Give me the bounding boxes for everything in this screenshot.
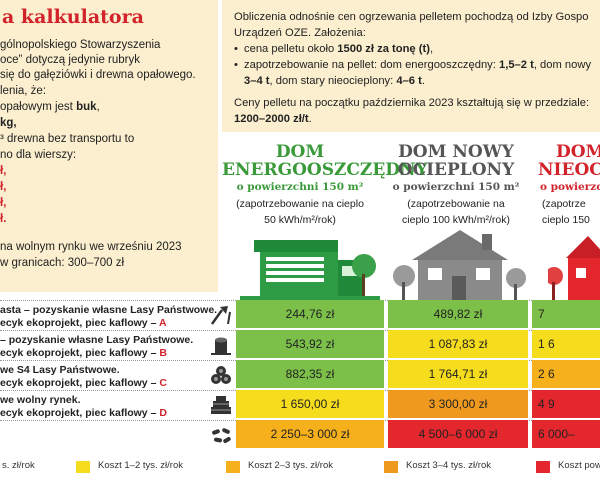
house-header-area: o powierzchni 150 m² [392,181,520,193]
house-header-note: (zapotrzebowanie na cieplo 50 kWh/m²/rok) [236,198,364,226]
info-line: w granicach: 300–700 zł [0,257,125,269]
info-line: lenia, że: [0,85,47,97]
pellet-note-bullet-cont: 3–4 t, dom stary nieocieplony: 4–6 t. [244,75,425,87]
cost-cell: 1 087,83 zł [388,330,528,358]
energy-efficient-house-icon [240,240,380,300]
legend-swatch [226,461,240,473]
info-line: opałowym jest buk, [0,101,100,113]
pellet-icon [212,428,231,443]
cost-cell: 4 9 [532,390,600,418]
info-line: ł, [0,181,7,193]
pellet-note-line: Urządzeń OZE. Założenia: [234,27,366,39]
house-header-note: (zapotrzebowanie na cieplo 100 kWh/m²/rok… [402,198,510,226]
cost-cell: 4 500–6 000 zł [388,420,528,448]
legend-swatch [384,461,398,473]
info-line: się do gałęziówki i drewna opałowego. [0,69,196,81]
axe-icon [210,306,231,325]
legend-swatch [536,461,550,473]
fuel-row-label: we S4 Lasy Państwowe. ecyk ekoprojekt, pi… [0,364,167,389]
cost-cell: 244,76 zł [236,300,384,328]
pellet-note-bullet: • zapotrzebowanie na pellet: dom energoos… [234,59,592,71]
old-uninsulated-house-icon [548,236,600,300]
info-line: kg, [0,117,17,129]
info-line: gólnopolskiego Stowarzyszenia [0,39,161,51]
info-line: ł, [0,197,7,209]
house-header-note: (zapotrze cieplo 150 [542,198,590,226]
house-header-title: DOM ENERGOOSZCZĘDNY [222,142,428,180]
fuel-row-label: asta – pozyskanie własne Lasy Państwowe.… [0,304,218,329]
cost-cell: 6 000– [532,420,600,448]
info-box-right: Obliczenia odnośnie cen ogrzewania pelle… [222,0,600,132]
pellet-note-line: Obliczenia odnośnie cen ogrzewania pelle… [234,11,589,23]
stump-icon [211,337,231,355]
info-box-left: a kalkulatora gólnopolskiego Stowarzysze… [0,0,218,292]
cost-cell: 1 650,00 zł [236,390,384,418]
woodpile-icon [211,396,231,414]
legend-label: Koszt 2–3 tys. zł/rok [248,460,334,471]
pellet-note-bullet: • cena pelletu około 1500 zł za tonę (t), [234,43,434,55]
legend-swatch [76,461,90,473]
logs-icon [211,366,231,384]
info-line: na wolnym rynku we wrześniu 2023 [0,241,182,253]
cost-cell: 1 764,71 zł [388,360,528,388]
cost-cell: 2 6 [532,360,600,388]
cost-cell: 7 [532,300,600,328]
fuel-row-label: – pozyskanie własne Lasy Państwowe. ecyk … [0,334,194,359]
legend-label: Koszt 3–4 tys. zł/rok [406,460,492,471]
cost-cell: 1 6 [532,330,600,358]
house-header-title: DOM NOWY OCIEPLONY [397,142,515,180]
cost-cell: 543,92 zł [236,330,384,358]
cost-cell: 3 300,00 zł [388,390,528,418]
info-line: no dla wierszy: [0,149,77,161]
pellet-note-line: 1200–2000 zł/t. [234,113,312,125]
info-line: ł. [0,213,7,225]
cost-cell: 882,35 zł [236,360,384,388]
pellet-note-line: Ceny pelletu na początku października 20… [234,97,590,109]
new-insulated-house-icon [393,230,526,300]
legend-label: Koszt 1–2 tys. zł/rok [98,460,184,471]
info-line: oce” dotyczą jedynie rubryk [0,54,140,66]
cost-cell: 2 250–3 000 zł [236,420,384,448]
legend-label: Koszt pow [558,460,600,471]
calculator-title: a kalkulatora [2,6,144,28]
cost-cell: 489,82 zł [388,300,528,328]
house-header-area: o powierzchni 150 m² [236,181,364,193]
house-header-area: o powierzchni [540,181,600,193]
info-line: ł, [0,165,7,177]
fuel-row-label: we wolny rynek. ecyk ekoprojekt, piec kaf… [0,394,167,419]
info-line: ³ drewna bez transportu to [0,133,135,145]
house-header-title: DOMNIEOCIEPLO [538,143,600,179]
legend-label: s. zł/rok [2,460,35,471]
